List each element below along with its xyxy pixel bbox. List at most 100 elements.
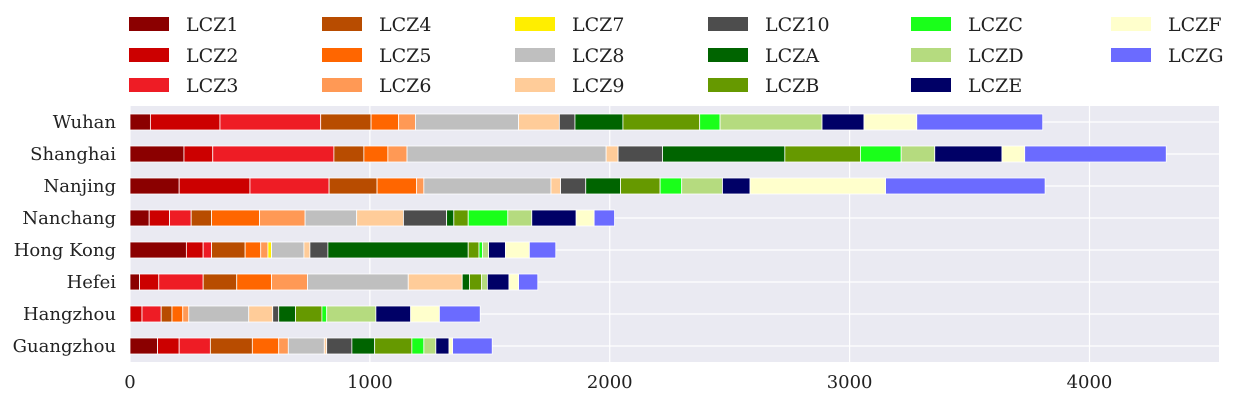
bar-segment-lcz5-hangzhou <box>171 305 184 323</box>
bar-segment-lcza-hefei <box>461 273 470 291</box>
legend-swatch <box>1111 17 1151 31</box>
bar-segment-lcz9-nanchang <box>356 209 404 227</box>
bar-segment-lcz4-hangzhou <box>160 305 173 323</box>
legend-swatch <box>708 78 748 92</box>
bar-segment-lczf-guangzhou <box>448 337 454 355</box>
legend-swatch <box>322 17 362 31</box>
bar-segment-lczd-hong-kong <box>482 241 490 259</box>
bar-segment-lcz3-nanjing <box>249 177 330 195</box>
legend-swatch <box>708 17 748 31</box>
bar-segment-lcz6-nanchang <box>259 209 306 227</box>
bar-segment-lcz4-guangzhou <box>209 337 253 355</box>
bar-segment-lczb-guangzhou <box>374 337 413 355</box>
legend-label: LCZ3 <box>186 75 238 97</box>
legend-label: LCZ4 <box>379 14 431 36</box>
legend-item-lcz6: LCZ6 <box>322 75 431 97</box>
bar-segment-lcz3-hefei <box>158 273 204 291</box>
bar-segment-lcza-nanchang <box>446 209 455 227</box>
legend-item-lcz10: LCZ10 <box>708 14 830 36</box>
bar-segment-lczg-hangzhou <box>439 305 481 323</box>
legend-item-lczg: LCZG <box>1111 45 1224 67</box>
bar-segment-lczd-hangzhou <box>326 305 377 323</box>
bar-segment-lcza-hong-kong <box>327 241 469 259</box>
plot-area <box>130 106 1219 362</box>
bar-segment-lcz1-nanchang <box>129 209 150 227</box>
bar-segment-lcz5-hefei <box>236 273 272 291</box>
bar-segment-lcz4-hefei <box>202 273 238 291</box>
bar-segment-lcz1-wuhan <box>129 113 151 131</box>
legend-item-lcze: LCZE <box>911 75 1022 97</box>
bar-segment-lcz8-hefei <box>307 273 409 291</box>
bar-segment-lczc-nanchang <box>467 209 509 227</box>
bar-segment-lczb-hong-kong <box>467 241 480 259</box>
bar-segment-lczb-hefei <box>469 273 482 291</box>
bar-segment-lczc-shanghai <box>859 145 902 163</box>
bar-segment-lcz5-guangzhou <box>251 337 280 355</box>
x-tick-label: 1000 <box>347 372 393 393</box>
bar-segment-lczg-shanghai <box>1024 145 1167 163</box>
legend-swatch <box>515 78 555 92</box>
bar-segment-lcz6-hefei <box>271 273 308 291</box>
bar-segment-lcz6-shanghai <box>387 145 408 163</box>
bar-segment-lcz8-hong-kong <box>271 241 305 259</box>
y-tick-label: Hefei <box>67 272 117 293</box>
legend-label: LCZC <box>968 14 1023 36</box>
bar-segment-lcza-wuhan <box>574 113 624 131</box>
bar-segment-lcz5-hong-kong <box>244 241 262 259</box>
bar-segment-lcz3-nanchang <box>169 209 192 227</box>
legend-item-lcz9: LCZ9 <box>515 75 624 97</box>
bar-segment-lczg-nanchang <box>593 209 615 227</box>
bar-segment-lcz9-hangzhou <box>248 305 274 323</box>
bar-segment-lcz10-nanchang <box>403 209 448 227</box>
legend-item-lczb: LCZB <box>708 75 819 97</box>
bar-segment-lczf-wuhan <box>863 113 918 131</box>
bar-segment-lcz2-hangzhou <box>129 305 143 323</box>
bar-segment-lcz2-shanghai <box>183 145 214 163</box>
bar-segment-lcz8-nanjing <box>423 177 552 195</box>
bar-segment-lcze-hefei <box>487 273 510 291</box>
bar-segment-lczf-hong-kong <box>504 241 530 259</box>
bar-segment-lczg-hefei <box>518 273 539 291</box>
bar-segment-lcz10-guangzhou <box>326 337 353 355</box>
x-tick-label: 2000 <box>587 372 633 393</box>
bar-segment-lcz3-guangzhou <box>178 337 211 355</box>
bar-segment-lcze-wuhan <box>821 113 865 131</box>
bar-segment-lczf-hefei <box>508 273 519 291</box>
legend-label: LCZ6 <box>379 75 431 97</box>
bar-segment-lcz9-hong-kong <box>303 241 311 259</box>
bar-segment-lczf-hangzhou <box>410 305 440 323</box>
y-tick-label: Nanchang <box>22 208 116 229</box>
bar-segment-lczd-nanchang <box>507 209 533 227</box>
bar-segment-lczd-hefei <box>481 273 488 291</box>
y-tick-label: Shanghai <box>30 144 116 165</box>
bar-segment-lcza-nanjing <box>585 177 621 195</box>
bar-segment-lcz9-hefei <box>407 273 463 291</box>
y-tick-label: Wuhan <box>53 112 117 133</box>
bar-segment-lcz9-nanjing <box>550 177 561 195</box>
bar-segment-lcze-hangzhou <box>375 305 412 323</box>
bar-segment-lcz3-shanghai <box>212 145 335 163</box>
legend-label: LCZ1 <box>186 14 238 36</box>
y-tick-label: Hangzhou <box>23 304 116 325</box>
legend-item-lczf: LCZF <box>1111 14 1222 36</box>
legend-label: LCZG <box>1168 45 1224 67</box>
legend-swatch <box>1111 48 1151 62</box>
legend-swatch <box>129 78 169 92</box>
y-tick-label: Guangzhou <box>13 336 116 357</box>
bar-segment-lcz10-wuhan <box>558 113 576 131</box>
legend-label: LCZA <box>765 45 819 67</box>
legend-item-lcz2: LCZ2 <box>129 45 238 67</box>
bar-segment-lcze-hong-kong <box>488 241 506 259</box>
bar-segment-lczb-shanghai <box>784 145 861 163</box>
bar-segment-lczc-guangzhou <box>411 337 425 355</box>
legend-item-lcza: LCZA <box>708 45 819 67</box>
legend-label: LCZD <box>968 45 1024 67</box>
legend: LCZ1 LCZ2 LCZ3 LCZ4 LCZ5 LCZ6 LCZ7 LCZ8 LCZ9 LCZ1… <box>129 14 1224 97</box>
legend-swatch <box>911 17 951 31</box>
bar-segment-lczf-shanghai <box>1001 145 1026 163</box>
bar-segment-lcz6-wuhan <box>398 113 416 131</box>
legend-swatch <box>322 78 362 92</box>
bar-segment-lczb-wuhan <box>622 113 701 131</box>
